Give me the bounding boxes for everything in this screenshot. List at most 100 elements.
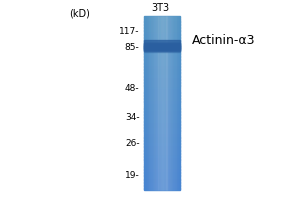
Bar	[164, 16, 165, 190]
Bar	[144, 111, 180, 113]
Bar	[172, 16, 173, 190]
Bar	[144, 91, 180, 93]
Text: 19-: 19-	[125, 171, 140, 180]
Bar	[169, 16, 170, 190]
Bar	[144, 50, 180, 52]
Bar	[144, 49, 180, 51]
Bar	[144, 17, 180, 19]
Bar	[144, 46, 180, 52]
Bar	[157, 16, 158, 190]
Bar	[144, 20, 180, 22]
Bar	[150, 16, 151, 190]
Bar	[144, 168, 180, 170]
Bar	[144, 156, 180, 158]
Bar	[144, 72, 180, 74]
Bar	[160, 16, 161, 190]
Bar	[144, 106, 180, 107]
Bar	[144, 175, 180, 177]
Bar	[144, 178, 180, 180]
Bar	[144, 179, 180, 181]
Bar	[153, 16, 154, 190]
Bar	[144, 169, 180, 171]
Bar	[144, 43, 180, 49]
Bar	[144, 143, 180, 145]
Bar	[144, 79, 180, 81]
Bar	[144, 23, 180, 25]
Bar	[144, 74, 180, 75]
Bar	[144, 55, 180, 57]
Bar	[144, 43, 180, 45]
Bar	[144, 162, 180, 164]
Bar	[144, 75, 180, 77]
Bar	[144, 88, 180, 90]
Bar	[173, 16, 174, 190]
Bar	[179, 16, 180, 190]
Bar	[144, 56, 180, 58]
Bar	[144, 133, 180, 135]
Bar	[144, 27, 180, 29]
Bar	[155, 16, 156, 190]
Bar	[144, 94, 180, 96]
Bar	[144, 161, 180, 162]
Bar	[158, 16, 159, 190]
Bar	[144, 107, 180, 109]
Bar	[144, 120, 180, 122]
Bar	[144, 42, 180, 44]
Bar	[177, 16, 178, 190]
Text: (kD): (kD)	[69, 8, 90, 18]
Bar	[162, 16, 163, 190]
Bar	[144, 36, 180, 38]
Bar	[144, 16, 180, 17]
Bar	[144, 59, 180, 61]
Bar	[161, 16, 162, 190]
Bar	[144, 30, 180, 32]
Bar	[144, 108, 180, 110]
Bar	[144, 100, 180, 102]
Bar	[144, 148, 180, 149]
Bar	[144, 46, 180, 48]
Bar	[144, 95, 180, 97]
Bar	[144, 174, 180, 176]
Bar	[144, 129, 180, 131]
Bar	[144, 62, 180, 64]
Bar	[170, 16, 171, 190]
Bar	[148, 16, 149, 190]
Bar	[144, 85, 180, 87]
Bar	[147, 16, 148, 190]
Bar	[144, 24, 180, 26]
Bar	[156, 16, 157, 190]
Bar	[168, 16, 169, 190]
Bar	[144, 58, 180, 60]
Bar	[144, 82, 180, 84]
Bar	[144, 153, 180, 155]
Bar	[174, 16, 175, 190]
Text: 117-: 117-	[119, 26, 140, 36]
Bar	[152, 16, 153, 190]
Bar	[144, 78, 180, 80]
Bar	[144, 177, 180, 178]
Bar	[144, 124, 180, 126]
Bar	[144, 32, 180, 33]
Bar	[146, 16, 147, 190]
Bar	[144, 104, 180, 106]
Bar	[144, 188, 180, 190]
Text: 85-: 85-	[125, 43, 140, 51]
Bar	[144, 45, 180, 46]
Bar	[176, 16, 177, 190]
Bar	[144, 182, 180, 184]
Bar	[144, 166, 180, 168]
Bar	[144, 136, 180, 138]
Bar	[175, 16, 176, 190]
Bar	[144, 172, 180, 174]
Bar	[144, 155, 180, 157]
Bar	[144, 114, 180, 116]
Bar	[144, 185, 180, 187]
Bar	[144, 145, 180, 146]
Bar	[144, 184, 180, 186]
Bar	[144, 132, 180, 133]
Bar	[144, 71, 180, 73]
Bar	[144, 40, 180, 42]
Bar	[144, 158, 180, 160]
Bar	[144, 97, 180, 99]
Bar	[144, 92, 180, 94]
